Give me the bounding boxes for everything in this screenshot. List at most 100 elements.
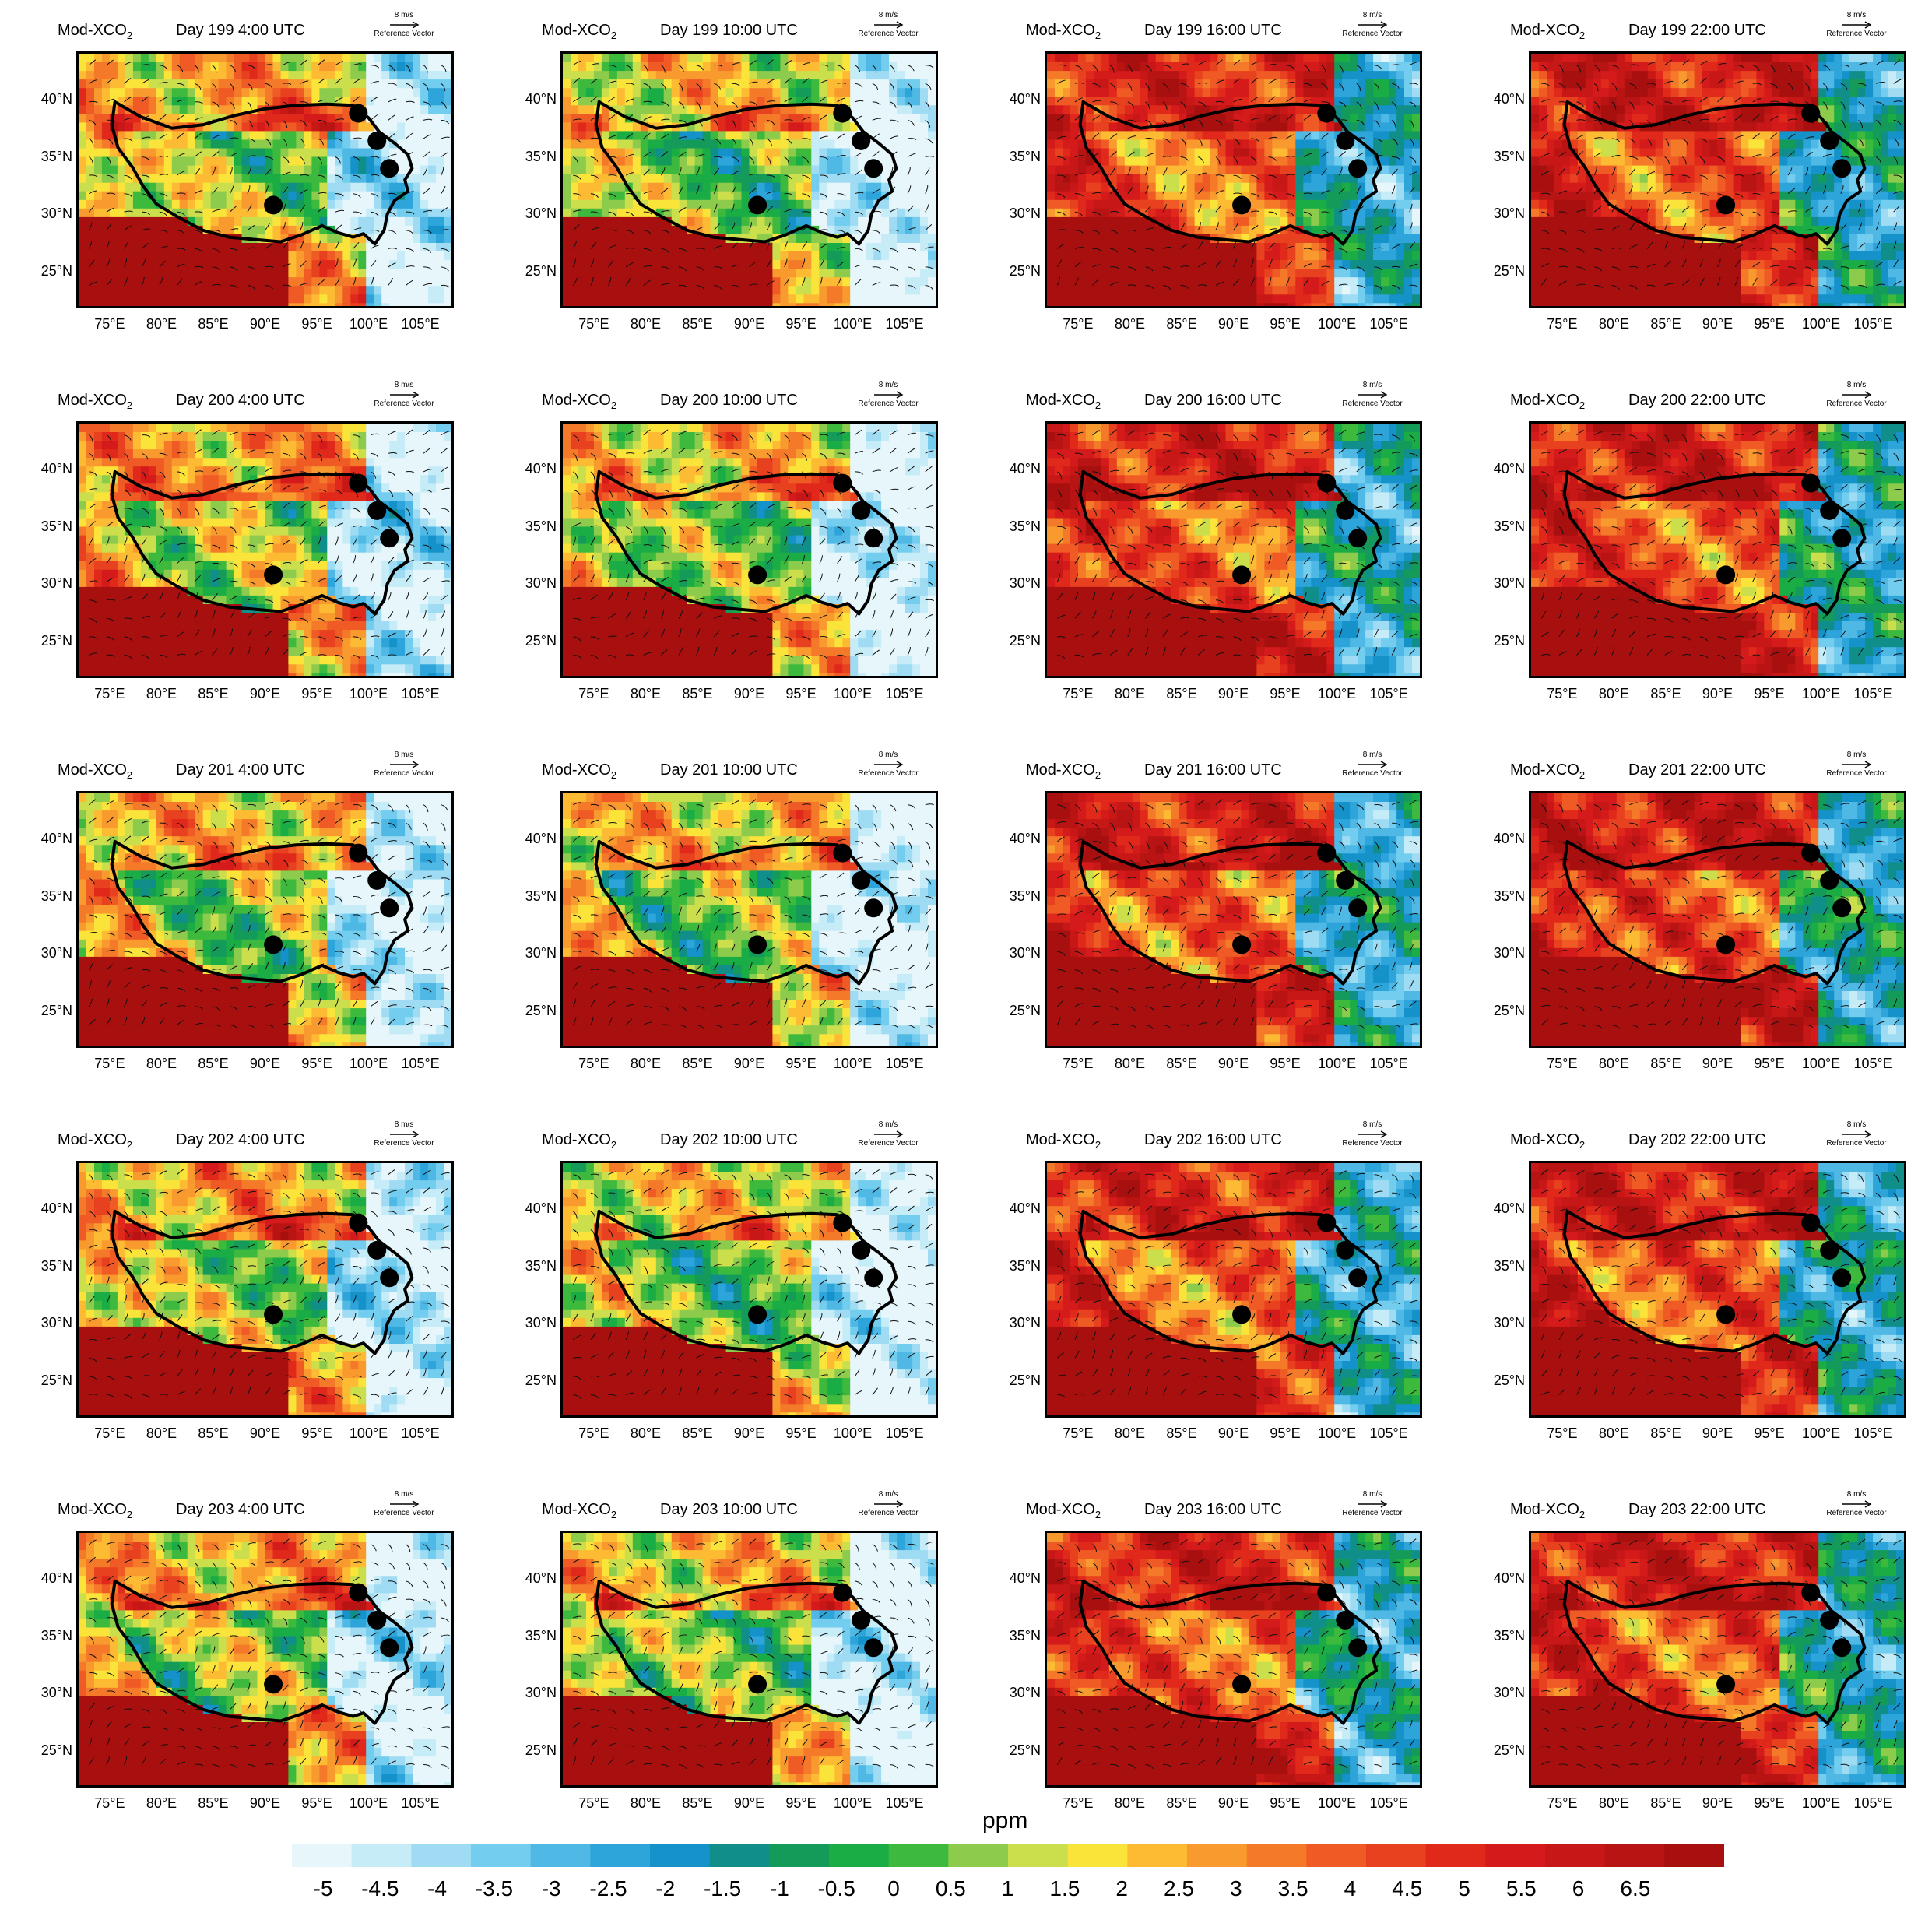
site-marker [367, 1240, 387, 1260]
panel-title: Day 201 16:00 UTC [1144, 761, 1282, 779]
colorbar-swatch [1664, 1844, 1724, 1867]
panel-title: Day 203 16:00 UTC [1144, 1501, 1282, 1519]
reference-arrow-icon [874, 1500, 904, 1508]
longitude-tick-label: 80°E [1115, 1795, 1145, 1812]
longitude-tick-label: 105°E [401, 1426, 439, 1442]
site-marker [1317, 104, 1337, 123]
longitude-tick-label: 80°E [631, 1795, 661, 1812]
reference-vector-label: Reference Vector [1826, 1509, 1886, 1517]
map-panel: Mod-XCO2 Day 203 4:00 UTC 8 m/s Reference V… [37, 1490, 458, 1812]
colorbar-tick-label: 3 [1230, 1876, 1242, 1901]
site-marker [1317, 1583, 1337, 1602]
latitude-tick-label: 35°N [525, 519, 557, 535]
latitude-tick-label: 25°N [525, 1003, 557, 1019]
latitude-tick-label: 25°N [1010, 1742, 1041, 1759]
latitude-tick-label: 25°N [41, 633, 72, 649]
latitude-tick-label: 30°N [1494, 575, 1525, 592]
colorbar-swatch [292, 1844, 353, 1867]
site-marker [1820, 1610, 1839, 1630]
longitude-tick-label: 100°E [834, 1056, 872, 1072]
site-marker [1820, 870, 1839, 890]
reference-vector: 8 m/s Reference Vector [845, 751, 931, 779]
site-marker [1348, 529, 1368, 548]
site-marker [852, 131, 871, 150]
xco2-map [560, 51, 938, 308]
longitude-tick-label: 75°E [1063, 1795, 1093, 1812]
longitude-tick-label: 80°E [631, 686, 661, 702]
longitude-tick-label: 100°E [1318, 1056, 1356, 1072]
longitude-tick-label: 90°E [1702, 686, 1733, 702]
longitude-tick-label: 105°E [401, 686, 439, 702]
longitude-tick-label: 75°E [1063, 1056, 1093, 1072]
reference-vector: 8 m/s Reference Vector [1814, 751, 1899, 779]
longitude-tick-label: 85°E [198, 1056, 228, 1072]
longitude-tick-label: 105°E [401, 1056, 439, 1072]
latitude-tick-label: 30°N [1010, 945, 1041, 962]
latitude-tick-label: 30°N [1494, 945, 1525, 962]
site-marker [1820, 1240, 1839, 1260]
longitude-tick-label: 105°E [401, 1795, 439, 1812]
latitude-tick-label: 40°N [1494, 1201, 1525, 1217]
longitude-tick-label: 80°E [1115, 686, 1145, 702]
reference-vector-label: Reference Vector [374, 30, 434, 38]
latitude-tick-label: 25°N [1010, 263, 1041, 279]
reference-arrow-icon [1358, 1500, 1388, 1508]
longitude-tick-label: 85°E [1166, 1056, 1196, 1072]
site-marker [1801, 473, 1821, 493]
colorbar [292, 1844, 1724, 1867]
latitude-tick-label: 35°N [1494, 1628, 1525, 1644]
reference-arrow-icon [874, 1130, 904, 1138]
longitude-tick-label: 75°E [578, 1056, 609, 1072]
reference-vector-label: Reference Vector [1342, 30, 1402, 38]
longitude-tick-label: 90°E [1702, 1795, 1733, 1812]
longitude-tick-label: 100°E [1318, 686, 1356, 702]
colorbar-tick-label: -1.5 [704, 1876, 741, 1901]
longitude-tick-label: 90°E [734, 316, 764, 332]
longitude-tick-label: 105°E [885, 316, 923, 332]
latitude-tick-label: 40°N [525, 831, 557, 847]
reference-arrow-icon [1842, 21, 1872, 29]
latitude-tick-label: 35°N [1010, 519, 1041, 535]
xco2-map [1529, 51, 1906, 308]
longitude-tick-label: 80°E [1599, 1056, 1629, 1072]
colorbar-tick-label: 0.5 [936, 1876, 966, 1901]
panel-title: Day 200 16:00 UTC [1144, 392, 1282, 410]
longitude-tick-label: 100°E [350, 316, 388, 332]
longitude-tick-label: 100°E [1802, 1426, 1840, 1442]
longitude-tick-label: 100°E [834, 1795, 872, 1812]
longitude-tick-label: 100°E [834, 1426, 872, 1442]
map-panel: Mod-XCO2 Day 200 10:00 UTC 8 m/s Reference … [522, 381, 942, 703]
colorbar-swatch [351, 1844, 412, 1867]
reference-vector: 8 m/s Reference Vector [361, 381, 447, 409]
latitude-tick-label: 35°N [41, 519, 72, 535]
reference-vector-speed: 8 m/s [1847, 381, 1866, 389]
panel-variable-label: Mod-XCO2 [1510, 1131, 1585, 1151]
longitude-tick-label: 100°E [1318, 316, 1356, 332]
panel-variable-label: Mod-XCO2 [1510, 1501, 1585, 1521]
longitude-tick-label: 75°E [1547, 686, 1577, 702]
site-marker [380, 1638, 399, 1658]
map-panel: Mod-XCO2 Day 201 10:00 UTC 8 m/s Reference … [522, 751, 942, 1073]
reference-arrow-icon [390, 391, 420, 399]
longitude-tick-label: 105°E [401, 316, 439, 332]
map-panel: Mod-XCO2 Day 202 10:00 UTC 8 m/s Reference … [522, 1120, 942, 1443]
xco2-map [76, 791, 454, 1048]
longitude-tick-label: 90°E [1218, 686, 1249, 702]
colorbar-tick-label: 1.5 [1049, 1876, 1080, 1901]
longitude-tick-label: 85°E [682, 1426, 712, 1442]
panel-variable-label: Mod-XCO2 [1510, 761, 1585, 781]
longitude-tick-label: 80°E [631, 1056, 661, 1072]
latitude-tick-label: 30°N [525, 1315, 557, 1331]
longitude-tick-label: 95°E [301, 686, 332, 702]
latitude-tick-label: 25°N [525, 1373, 557, 1389]
colorbar-tick-label: 1 [1002, 1876, 1014, 1901]
longitude-tick-label: 75°E [94, 316, 125, 332]
reference-vector-label: Reference Vector [1826, 30, 1886, 38]
map-panel: Mod-XCO2 Day 201 22:00 UTC 8 m/s Reference … [1490, 751, 1910, 1073]
site-marker [367, 870, 387, 890]
panel-variable-label: Mod-XCO2 [1026, 1501, 1101, 1521]
reference-vector-label: Reference Vector [374, 1509, 434, 1517]
colorbar-swatch [948, 1844, 1009, 1867]
longitude-tick-label: 75°E [1547, 316, 1577, 332]
map-panel: Mod-XCO2 Day 199 22:00 UTC 8 m/s Reference … [1490, 11, 1910, 333]
